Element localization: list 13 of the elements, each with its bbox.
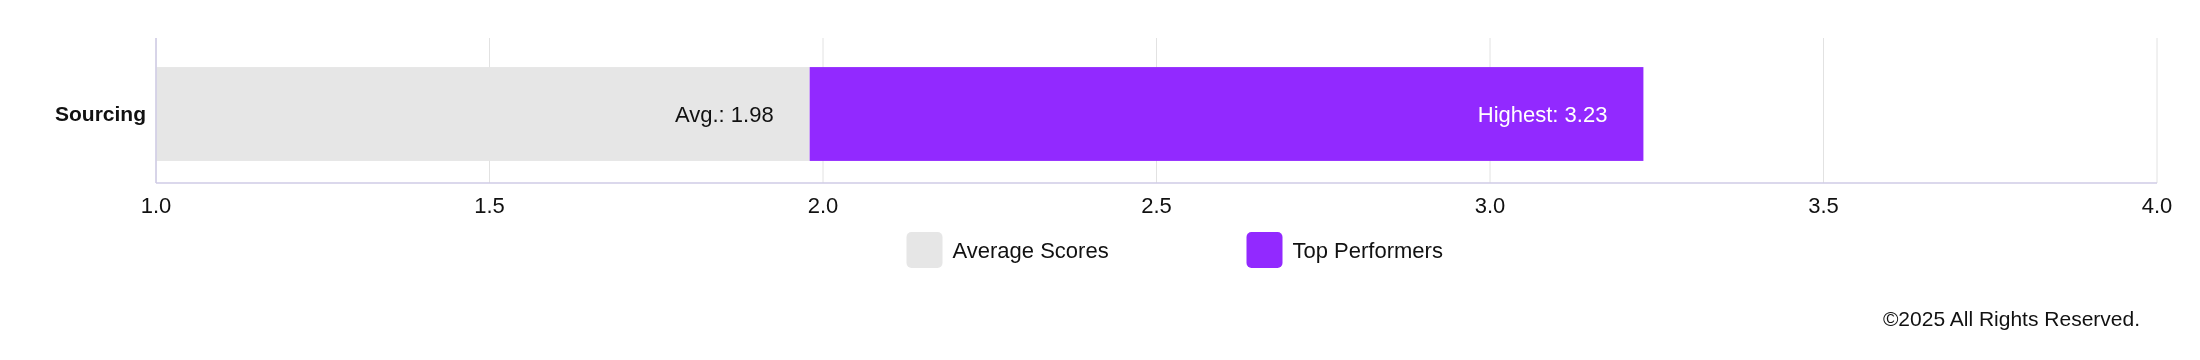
x-tick-label: 2.5 <box>1141 193 1172 218</box>
x-tick-label: 2.0 <box>807 193 839 218</box>
x-tick-label: 4.0 <box>2141 193 2173 218</box>
x-tick-label: 3.5 <box>1808 193 1839 218</box>
x-tick-label: 3.0 <box>1474 193 1506 218</box>
x-tick-label: 1.0 <box>140 193 172 218</box>
text: ©2025 All Rights Reserved. <box>1882 307 2140 330</box>
y-tick-label: Sourcing <box>54 102 146 126</box>
annotation: Highest: 3.23 <box>1477 101 1608 127</box>
legend-label: Top Performers <box>1292 237 1443 263</box>
x-tick-label: 1.5 <box>474 193 505 218</box>
annotation: Avg.: 1.98 <box>674 101 774 127</box>
legend-label: Average Scores <box>952 237 1109 263</box>
